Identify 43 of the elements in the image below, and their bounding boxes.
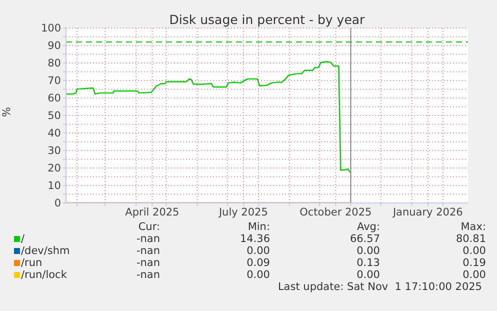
legend-label: /dev/shm	[21, 245, 70, 257]
chart-title: Disk usage in percent - by year	[168, 12, 366, 27]
text: 0.00	[356, 269, 380, 281]
legend-label: /run	[21, 257, 42, 269]
line-series	[66, 61, 352, 174]
text: 80.81	[454, 233, 486, 245]
y-tick-label: 60	[48, 92, 61, 105]
y-tick-label: 10	[48, 180, 61, 192]
y-axis-title: %	[0, 107, 13, 117]
y-tick-label: 80	[48, 58, 61, 70]
x-tick-label: July 2025	[218, 206, 268, 218]
y-tick-label: 70	[48, 75, 61, 88]
text: 14.36	[238, 233, 270, 245]
x-tick-label: October 2025	[300, 206, 372, 218]
text: Avg:	[356, 221, 380, 233]
text: 0.19	[462, 257, 486, 269]
text: -nan	[135, 269, 160, 281]
y-tick-label: 30	[48, 145, 61, 158]
y-tick-label: 50	[48, 110, 61, 122]
x-tick-label: April 2025	[125, 206, 180, 218]
legend-label: /	[21, 233, 25, 245]
text: 0.00	[246, 269, 270, 281]
legend-label: /run/lock	[21, 269, 67, 281]
x-tick-label: January 2026	[392, 206, 464, 218]
text: -nan	[135, 245, 160, 257]
y-tick-label: 0	[54, 198, 61, 210]
text: 0.09	[246, 257, 270, 269]
text: 0.00	[462, 245, 486, 257]
text: 66.57	[348, 233, 380, 245]
text: 0.00	[356, 245, 380, 257]
text: 0.00	[462, 269, 486, 281]
text: Max:	[460, 221, 486, 233]
text: 0.00	[246, 245, 270, 257]
text: Last update: Sat Nov 1 17:10:00 2025	[276, 281, 482, 293]
y-tick-label: 100	[40, 22, 61, 35]
y-tick-label: 90	[48, 40, 61, 52]
y-tick-label: 20	[48, 162, 61, 175]
text: -nan	[135, 257, 160, 269]
text: 0.13	[356, 257, 380, 269]
y-tick-label: 40	[48, 128, 61, 140]
text: Min:	[246, 221, 270, 233]
text: Cur:	[137, 221, 160, 233]
text: -nan	[135, 233, 160, 245]
